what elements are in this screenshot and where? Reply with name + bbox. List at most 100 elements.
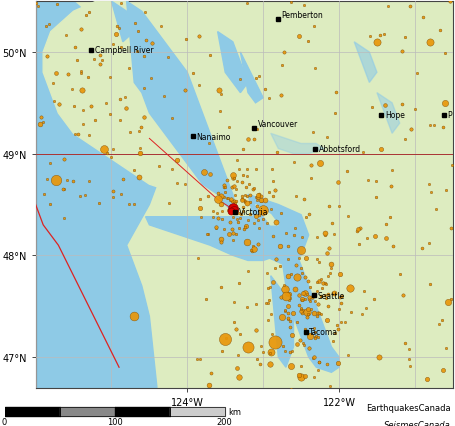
- Point: [122, 106, 130, 112]
- Point: [371, 296, 378, 303]
- Point: [302, 214, 309, 221]
- Point: [292, 225, 299, 232]
- Point: [298, 363, 305, 370]
- Point: [313, 313, 321, 320]
- Text: Hope: Hope: [385, 111, 405, 120]
- Point: [204, 193, 211, 200]
- Point: [248, 247, 255, 254]
- Point: [311, 335, 318, 342]
- Point: [258, 343, 265, 350]
- Point: [52, 71, 60, 78]
- Point: [287, 348, 294, 355]
- Point: [304, 306, 311, 313]
- Point: [40, 191, 47, 198]
- Point: [235, 219, 242, 225]
- Point: [284, 273, 291, 279]
- Point: [279, 314, 286, 320]
- Point: [174, 181, 181, 187]
- Point: [427, 281, 434, 288]
- Point: [221, 226, 228, 233]
- Point: [249, 243, 256, 250]
- Point: [303, 255, 310, 262]
- Point: [136, 175, 143, 181]
- Point: [372, 195, 379, 201]
- Point: [79, 121, 86, 128]
- Point: [301, 326, 308, 333]
- Point: [399, 49, 406, 55]
- Point: [321, 232, 329, 239]
- Polygon shape: [43, 2, 237, 217]
- Point: [80, 107, 87, 114]
- Point: [331, 110, 338, 117]
- Point: [270, 193, 277, 199]
- Point: [440, 367, 447, 374]
- Point: [91, 56, 98, 63]
- Point: [197, 356, 204, 363]
- Point: [62, 33, 69, 40]
- Point: [442, 101, 449, 107]
- Point: [276, 263, 283, 270]
- Point: [291, 286, 298, 293]
- Polygon shape: [35, 2, 453, 388]
- Point: [43, 54, 51, 60]
- Point: [260, 349, 267, 356]
- Point: [359, 150, 367, 156]
- Point: [197, 196, 204, 203]
- Point: [236, 331, 243, 338]
- Point: [315, 310, 322, 317]
- Point: [257, 208, 264, 215]
- Point: [236, 215, 243, 222]
- Point: [284, 310, 292, 317]
- Point: [221, 184, 228, 191]
- Point: [310, 373, 317, 380]
- Point: [332, 330, 339, 337]
- Point: [329, 338, 336, 345]
- Point: [181, 181, 188, 188]
- Point: [55, 101, 62, 108]
- Point: [242, 224, 249, 231]
- Point: [43, 176, 51, 183]
- Point: [315, 359, 323, 366]
- Point: [228, 227, 235, 233]
- Point: [424, 376, 431, 383]
- Point: [106, 111, 113, 118]
- Point: [316, 359, 323, 366]
- Point: [71, 104, 78, 110]
- Point: [249, 187, 256, 193]
- Point: [266, 360, 273, 367]
- Point: [113, 32, 120, 39]
- Point: [396, 271, 404, 278]
- Point: [297, 337, 304, 343]
- Text: Campbell River: Campbell River: [95, 46, 153, 55]
- Point: [266, 297, 273, 304]
- Point: [232, 207, 239, 214]
- Point: [382, 221, 389, 227]
- Point: [217, 239, 225, 246]
- Point: [217, 236, 224, 242]
- Polygon shape: [354, 43, 377, 83]
- Point: [81, 193, 89, 199]
- Point: [293, 274, 300, 281]
- Point: [103, 150, 111, 157]
- Point: [386, 214, 394, 221]
- Point: [268, 348, 275, 355]
- Point: [277, 294, 284, 301]
- Point: [286, 291, 293, 298]
- Point: [324, 302, 332, 309]
- Point: [140, 114, 147, 121]
- Point: [131, 313, 138, 320]
- Point: [77, 69, 85, 76]
- Point: [221, 189, 228, 196]
- Point: [250, 185, 258, 192]
- Point: [317, 293, 324, 300]
- Point: [126, 65, 133, 72]
- Point: [228, 196, 235, 203]
- Point: [425, 240, 432, 247]
- Point: [235, 210, 242, 217]
- Point: [405, 356, 413, 363]
- Point: [288, 348, 295, 354]
- Point: [317, 276, 324, 283]
- Point: [262, 197, 269, 204]
- Point: [240, 172, 247, 178]
- Point: [298, 374, 305, 380]
